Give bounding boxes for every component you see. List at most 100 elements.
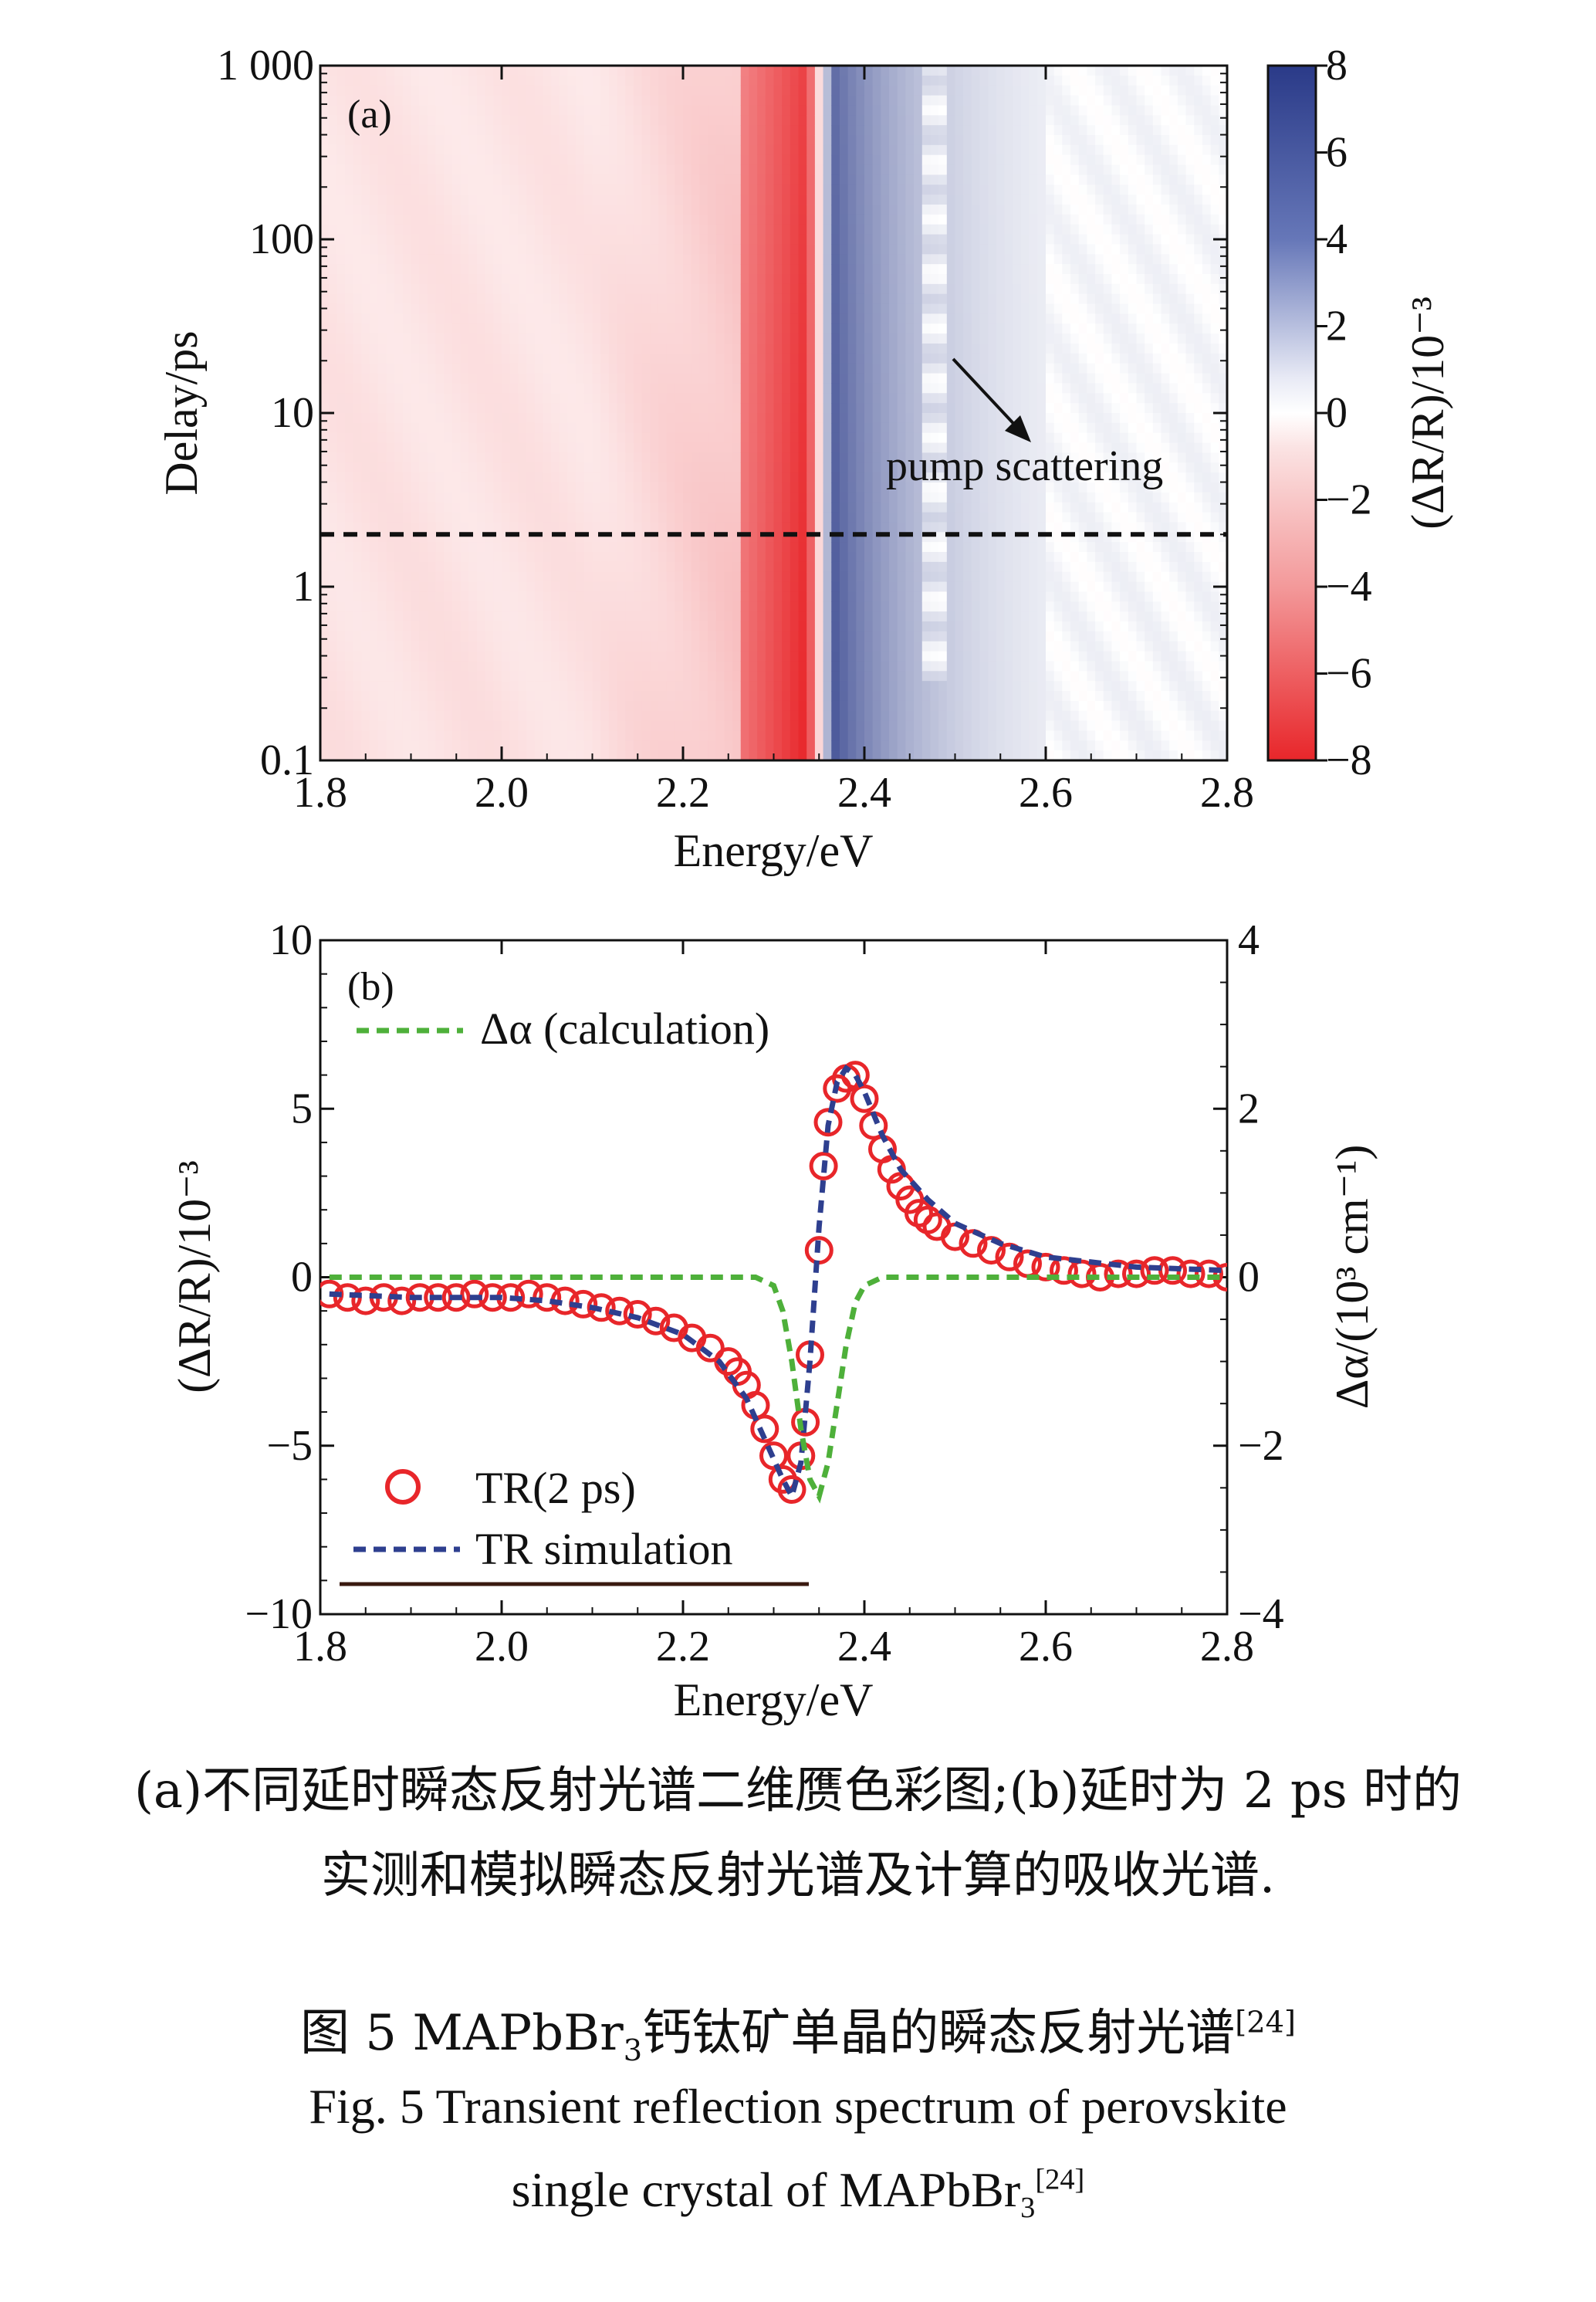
heatmap-cell bbox=[476, 750, 486, 760]
heatmap-cell bbox=[782, 135, 791, 146]
heatmap-cell bbox=[814, 214, 824, 225]
heatmap-cell bbox=[839, 442, 849, 454]
heatmap-cell bbox=[567, 661, 577, 672]
heatmap-cell bbox=[839, 750, 849, 760]
heatmap-cell bbox=[567, 195, 577, 205]
heatmap-cell bbox=[732, 422, 742, 434]
heatmap-cell bbox=[773, 403, 783, 414]
heatmap-cell bbox=[782, 244, 791, 255]
heatmap-cell bbox=[502, 333, 511, 344]
heatmap-cell bbox=[724, 512, 733, 523]
heatmap-cell bbox=[806, 154, 816, 166]
heatmap-cell bbox=[856, 125, 865, 136]
heatmap-cell bbox=[551, 205, 560, 215]
heatmap-cell bbox=[897, 581, 907, 593]
heatmap-cell bbox=[724, 164, 733, 176]
heatmap-cell bbox=[757, 730, 766, 741]
heatmap-cell bbox=[765, 710, 775, 722]
heatmap-cell bbox=[559, 333, 569, 344]
heatmap-cell bbox=[370, 522, 379, 533]
heatmap-cell bbox=[377, 174, 387, 185]
heatmap-cell bbox=[419, 542, 428, 553]
heatmap-cell bbox=[864, 661, 874, 672]
heatmap-cell bbox=[790, 482, 800, 493]
heatmap-cell bbox=[823, 373, 832, 384]
heatmap-cell bbox=[897, 383, 907, 394]
heatmap-cell bbox=[411, 671, 420, 682]
heatmap-cell bbox=[724, 363, 733, 374]
heatmap-cell bbox=[715, 115, 725, 126]
heatmap-cell bbox=[485, 274, 494, 285]
heatmap-cell bbox=[633, 393, 643, 404]
heatmap-cell bbox=[724, 492, 733, 503]
heatmap-cell bbox=[856, 205, 865, 215]
heatmap-cell bbox=[608, 512, 618, 523]
heatmap-cell bbox=[502, 323, 511, 334]
heatmap-cell bbox=[757, 432, 766, 444]
heatmap-cell bbox=[856, 283, 865, 295]
heatmap-cell bbox=[328, 283, 337, 295]
heatmap-cell bbox=[782, 720, 791, 732]
heatmap-cell bbox=[493, 135, 502, 146]
heatmap-cell bbox=[658, 313, 668, 324]
heatmap-cell bbox=[592, 373, 601, 384]
heatmap-cell bbox=[576, 293, 585, 305]
heatmap-cell bbox=[485, 174, 494, 185]
heatmap-cell bbox=[567, 403, 577, 414]
heatmap-cell bbox=[353, 442, 363, 454]
heatmap-cell bbox=[864, 393, 874, 404]
heatmap-cell bbox=[798, 205, 807, 215]
heatmap-cell bbox=[567, 383, 577, 394]
heatmap-cell bbox=[641, 383, 651, 394]
heatmap-cell bbox=[320, 264, 330, 275]
heatmap-cell bbox=[782, 641, 791, 652]
heatmap-cell bbox=[782, 710, 791, 722]
heatmap-cell bbox=[320, 502, 330, 513]
heatmap-cell bbox=[683, 581, 692, 593]
heatmap-cell bbox=[641, 661, 651, 672]
heatmap-cell bbox=[625, 522, 634, 533]
heatmap-cell bbox=[551, 522, 560, 533]
heatmap-cell bbox=[749, 691, 758, 702]
heatmap-cell bbox=[650, 691, 659, 702]
heatmap-cell bbox=[625, 472, 634, 483]
heatmap-cell bbox=[592, 641, 601, 652]
heatmap-cell bbox=[782, 214, 791, 225]
heatmap-cell bbox=[683, 154, 692, 166]
heatmap-cell bbox=[872, 234, 881, 245]
heatmap-cell bbox=[419, 422, 428, 434]
heatmap-cell bbox=[790, 542, 800, 553]
heatmap-cell bbox=[658, 383, 668, 394]
heatmap-cell bbox=[377, 85, 387, 96]
heatmap-cell bbox=[831, 651, 840, 662]
heatmap-cell bbox=[889, 293, 898, 305]
heatmap-cell bbox=[460, 184, 469, 195]
heatmap-cell bbox=[831, 413, 840, 424]
heatmap-cell bbox=[468, 144, 478, 156]
heatmap-cell bbox=[427, 442, 437, 454]
heatmap-cell bbox=[377, 283, 387, 295]
heatmap-cell bbox=[798, 164, 807, 176]
heatmap-cell bbox=[617, 452, 626, 463]
heatmap-cell bbox=[765, 214, 775, 225]
heatmap-cell bbox=[543, 373, 552, 384]
heatmap-cell bbox=[683, 234, 692, 245]
heatmap-cell bbox=[740, 750, 750, 760]
heatmap-cell bbox=[749, 184, 758, 195]
heatmap-cell bbox=[881, 184, 890, 195]
heatmap-cell bbox=[402, 283, 412, 295]
heatmap-cell bbox=[790, 333, 800, 344]
heatmap-cell bbox=[336, 363, 346, 374]
heatmap-cell bbox=[715, 700, 725, 712]
heatmap-cell bbox=[806, 621, 816, 632]
heatmap-cell bbox=[353, 710, 363, 722]
heatmap-cell bbox=[427, 195, 437, 205]
heatmap-cell bbox=[749, 750, 758, 760]
heatmap-cell bbox=[625, 571, 634, 583]
heatmap-cell bbox=[872, 383, 881, 394]
heatmap-cell bbox=[658, 135, 668, 146]
heatmap-cell bbox=[444, 244, 453, 255]
heatmap-cell bbox=[889, 214, 898, 225]
heatmap-cell bbox=[608, 571, 618, 583]
heatmap-cell bbox=[377, 522, 387, 533]
